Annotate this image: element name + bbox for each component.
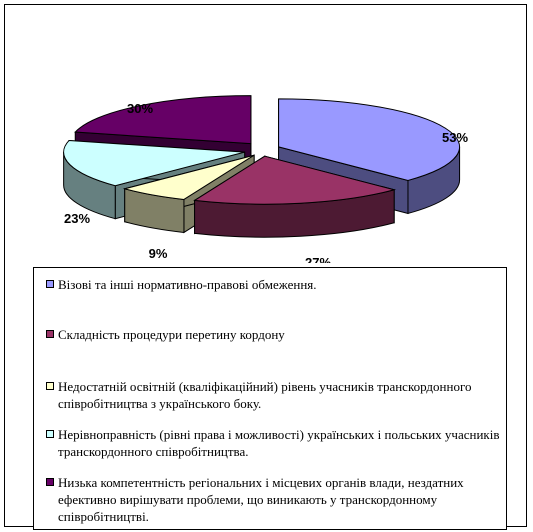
pie-slice-top — [74, 95, 252, 145]
legend-entry-5: Низька компетентність регіональних і міс… — [42, 474, 500, 525]
pie-slice-top — [122, 154, 255, 200]
chart-frame: 53% 27% 9% 23% 30% Візові та інші нормативно… — [4, 4, 527, 530]
slice-value-label-4: 23% — [64, 211, 90, 226]
pie-slice-2 — [193, 155, 397, 238]
legend-swatch — [46, 330, 54, 338]
pie-slice-top — [63, 140, 245, 187]
legend-swatch — [46, 430, 54, 438]
slice-value-label-3: 9% — [149, 246, 168, 261]
legend-swatch — [46, 280, 54, 288]
slice-value-label-5: 30% — [127, 101, 153, 116]
legend-label: Складність процедури перетину кордону — [58, 327, 285, 342]
legend-entry-3: Недостатній освітній (кваліфікаційний) р… — [42, 378, 500, 412]
legend-label: Візові та інші нормативно-правові обмеже… — [58, 277, 317, 292]
legend-label: Нерівноправність (рівні права і можливос… — [58, 427, 500, 459]
legend: Візові та інші нормативно-правові обмеже… — [33, 267, 507, 530]
legend-entry-4: Нерівноправність (рівні права і можливос… — [42, 426, 500, 460]
legend-entry-1: Візові та інші нормативно-правові обмеже… — [42, 276, 500, 293]
legend-label: Низька компетентність регіональних і міс… — [58, 475, 464, 524]
pie-slice-top — [278, 98, 461, 181]
slice-value-label-2: 27% — [305, 255, 331, 263]
slice-value-label-1: 53% — [442, 130, 468, 145]
pie-chart: 53% 27% 9% 23% 30% — [63, 95, 468, 263]
legend-label: Недостатній освітній (кваліфікаційний) р… — [58, 379, 472, 411]
pie-slice-top — [193, 155, 397, 205]
legend-swatch — [46, 382, 54, 390]
legend-swatch — [46, 478, 54, 486]
legend-entry-2: Складність процедури перетину кордону — [42, 326, 500, 343]
